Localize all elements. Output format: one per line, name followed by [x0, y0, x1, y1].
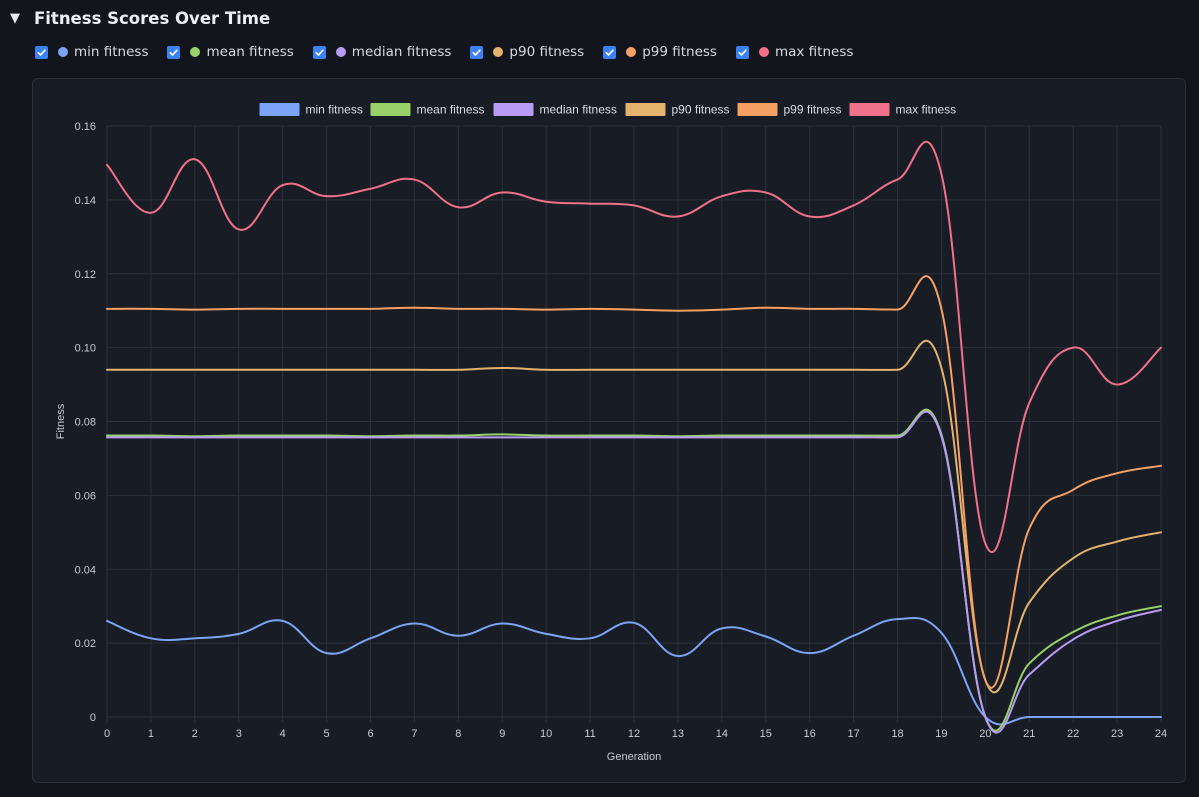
x-tick-label: 16	[804, 728, 816, 740]
legend-item[interactable]: max fitness	[849, 103, 957, 117]
x-tick-label: 4	[280, 728, 286, 740]
legend-label: mean fitness	[417, 103, 485, 117]
series-color-dot	[190, 47, 201, 57]
checkmark-icon	[605, 48, 614, 56]
series-toggle[interactable]: mean fitness	[167, 44, 294, 60]
series-toggle-label: mean fitness	[206, 44, 294, 60]
checkmark-icon	[472, 48, 482, 56]
series-checkbox[interactable]	[35, 45, 48, 59]
series-color-dot	[758, 47, 769, 57]
series-toggle-label: max fitness	[774, 44, 854, 60]
x-tick-label: 18	[891, 728, 903, 740]
legend-swatch	[493, 103, 534, 116]
section-title: Fitness Scores Over Time	[34, 8, 271, 28]
checkmark-icon	[37, 48, 46, 56]
x-tick-label: 10	[540, 728, 552, 740]
y-tick-label: 0.06	[75, 490, 96, 502]
x-tick-label: 9	[499, 728, 505, 740]
series-color-dot	[335, 47, 346, 57]
series-toggle-label: median fitness	[351, 44, 452, 60]
series-checkbox[interactable]	[470, 45, 484, 59]
series-toggle[interactable]: median fitness	[312, 44, 452, 60]
x-tick-label: 6	[367, 728, 373, 740]
y-tick-label: 0.16	[75, 121, 96, 133]
x-tick-label: 11	[584, 728, 595, 740]
y-axis-title: Fitness	[55, 403, 67, 439]
series-color-dot	[626, 47, 637, 57]
legend-item[interactable]: p90 fitness	[625, 103, 730, 117]
series-color-dot	[58, 47, 68, 57]
legend-label: max fitness	[896, 103, 957, 117]
y-tick-label: 0.08	[75, 417, 96, 429]
legend-swatch	[259, 103, 300, 116]
x-tick-label: 23	[1111, 728, 1123, 740]
x-tick-label: 7	[411, 728, 417, 740]
x-tick-label: 15	[760, 728, 772, 740]
series-line-p99-fitness	[106, 275, 1162, 689]
legend-label: min fitness	[306, 103, 363, 117]
series-toggle[interactable]: p90 fitness	[470, 44, 584, 60]
series-toggle-label: min fitness	[74, 44, 149, 60]
x-tick-label: 0	[104, 728, 110, 740]
section-header[interactable]: ▼ Fitness Scores Over Time	[10, 6, 270, 30]
checkmark-icon	[315, 48, 324, 56]
checkmark-icon	[738, 48, 747, 56]
x-tick-label: 19	[935, 728, 947, 740]
x-tick-label: 20	[979, 728, 991, 740]
x-axis-title: Generation	[607, 751, 661, 763]
checkmark-icon	[169, 48, 179, 56]
series-checkbox[interactable]	[312, 45, 326, 59]
x-tick-label: 8	[455, 728, 461, 740]
fitness-line-chart: 00.020.040.060.080.100.120.140.160 1 2 3 4 5 6…	[55, 103, 1167, 764]
collapse-caret-icon[interactable]: ▼	[10, 10, 20, 26]
y-tick-label: 0.04	[75, 564, 96, 576]
x-tick-label: 5	[324, 728, 330, 740]
series-line-median-fitness	[106, 410, 1162, 734]
legend-swatch	[625, 103, 666, 116]
series-toggle-label: p90 fitness	[509, 44, 585, 60]
series-toggle[interactable]: p99 fitness	[603, 44, 717, 60]
x-tick-label: 13	[672, 728, 684, 740]
series-toggle-label: p99 fitness	[642, 44, 717, 60]
y-tick-label: 0.02	[75, 638, 96, 650]
x-tick-label: 17	[847, 728, 859, 740]
x-tick-label: 24	[1155, 728, 1167, 740]
y-tick-label: 0.12	[75, 269, 96, 281]
series-checkbox[interactable]	[603, 45, 617, 59]
series-color-dot	[493, 47, 504, 57]
x-tick-label: 21	[1023, 728, 1035, 740]
legend-label: median fitness	[540, 103, 617, 117]
series-checkbox[interactable]	[735, 45, 749, 59]
series-toggle-bar: min fitness mean fitness median fitness p90…	[35, 42, 872, 62]
series-line-max-fitness	[106, 140, 1162, 554]
x-tick-label: 14	[716, 728, 728, 740]
series-toggle[interactable]: max fitness	[735, 44, 854, 60]
x-tick-label: 22	[1067, 728, 1079, 740]
x-tick-label: 2	[192, 728, 198, 740]
y-tick-label: 0.10	[75, 343, 96, 355]
series-checkbox[interactable]	[167, 45, 181, 59]
legend-item[interactable]: min fitness	[259, 103, 363, 117]
x-tick-label: 3	[236, 728, 242, 740]
legend-swatch	[370, 103, 411, 116]
legend-item[interactable]: median fitness	[493, 103, 617, 117]
legend-swatch	[849, 103, 890, 116]
legend-label: p99 fitness	[784, 103, 842, 117]
legend-item[interactable]: p99 fitness	[737, 103, 842, 117]
y-tick-label: 0.14	[75, 195, 96, 207]
x-tick-label: 1	[148, 728, 154, 740]
legend-swatch	[737, 103, 778, 116]
legend-label: p90 fitness	[672, 103, 730, 117]
series-line-p90-fitness	[106, 339, 1162, 694]
series-toggle[interactable]: min fitness	[35, 44, 148, 60]
legend-item[interactable]: mean fitness	[370, 103, 485, 117]
y-tick-label: 0	[90, 712, 96, 724]
chart-panel: 0 0.02 0.04 0.06 0.08 0.10 0.12 0.14 0.16 0 1 2 3 4 5 6…	[32, 78, 1186, 783]
x-tick-label: 12	[628, 728, 640, 740]
